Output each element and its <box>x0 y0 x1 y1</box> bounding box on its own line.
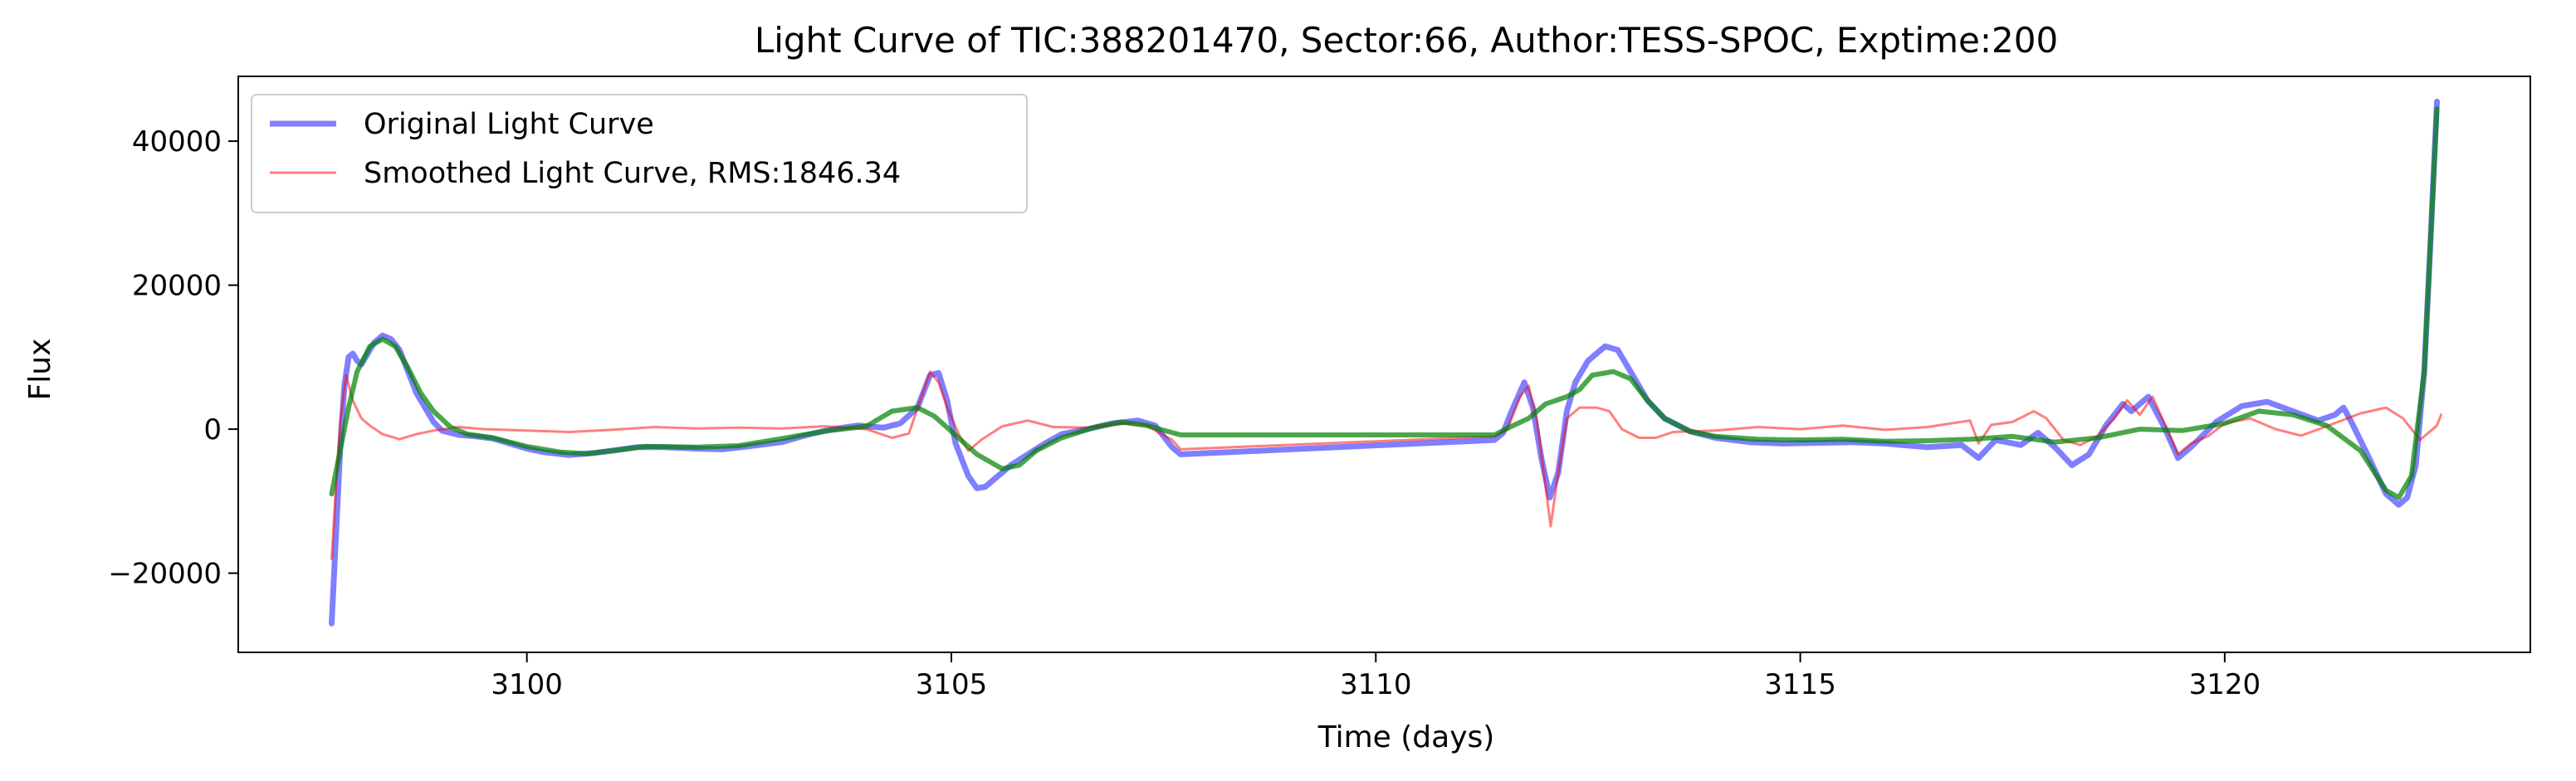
x-tick-label: 3120 <box>2189 668 2261 701</box>
y-tick-label: 40000 <box>132 125 222 159</box>
y-axis: −20000 0 20000 40000 <box>108 125 238 591</box>
x-tick-label: 3100 <box>491 668 563 701</box>
series-layer <box>329 98 2443 627</box>
y-axis-label: Flux <box>23 339 57 401</box>
legend: Original Light Curve Smoothed Light Curve… <box>251 94 1028 213</box>
series-line-3 <box>329 106 2440 500</box>
legend-box <box>251 94 1028 213</box>
x-tick-label: 3115 <box>1764 668 1836 701</box>
plot-area-frame <box>237 76 2531 653</box>
legend-label-2: Smoothed Light Curve, RMS:1846.34 <box>364 157 901 190</box>
y-tick-label: −20000 <box>108 558 222 591</box>
y-tick-label: 0 <box>203 413 222 447</box>
series-line-2 <box>330 370 2443 560</box>
x-tick-label: 3110 <box>1340 668 1412 701</box>
chart-title: Light Curve of TIC:388201470, Sector:66,… <box>755 20 2058 61</box>
x-axis-label: Time (days) <box>1317 720 1495 754</box>
x-tick-label: 3105 <box>916 668 988 701</box>
x-axis: 3100 3105 3110 3115 3120 <box>491 652 2261 701</box>
y-tick-label: 20000 <box>132 270 222 303</box>
legend-label-1: Original Light Curve <box>364 108 654 141</box>
